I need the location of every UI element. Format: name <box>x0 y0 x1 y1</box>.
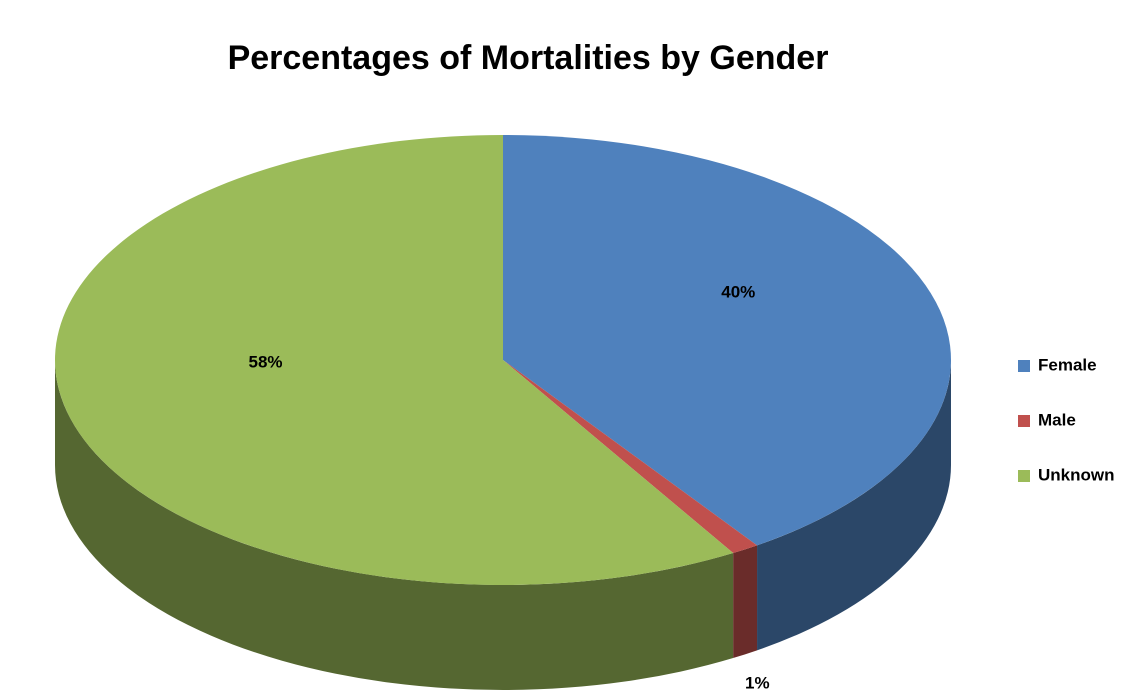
legend-label: Male <box>1038 410 1076 429</box>
pie-slice <box>503 360 758 554</box>
legend-swatch <box>1018 470 1030 482</box>
pie-side <box>733 545 758 659</box>
pie-slice <box>503 135 951 546</box>
pie-slice <box>55 134 734 585</box>
legend-swatch <box>1018 360 1030 372</box>
pie-side <box>55 360 734 691</box>
data-label: 40% <box>721 283 755 302</box>
legend-label: Unknown <box>1038 465 1115 484</box>
legend-label: Female <box>1038 355 1097 374</box>
data-label: 1% <box>745 673 770 692</box>
legend-swatch <box>1018 415 1030 427</box>
chart-title: Percentages of Mortalities by Gender <box>228 39 829 77</box>
data-label: 58% <box>248 352 282 371</box>
pie-side <box>757 360 951 651</box>
